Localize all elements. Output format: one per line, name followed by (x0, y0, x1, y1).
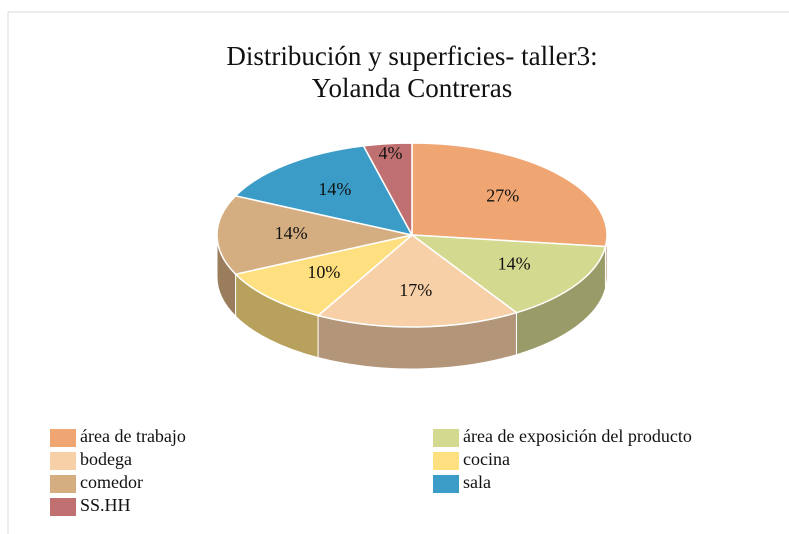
legend-label: área de exposición del producto (463, 426, 692, 446)
data-label: 14% (275, 223, 308, 243)
legend-swatch (50, 498, 76, 516)
legend-swatch (50, 475, 76, 493)
chart-title: Distribución y superficies- taller3: Yol… (226, 41, 598, 103)
legend-label: SS.HH (80, 495, 131, 515)
legend-label: área de trabajo (80, 426, 186, 446)
data-label: 17% (399, 280, 432, 300)
chart-border (7, 11, 789, 534)
slice (216, 195, 413, 275)
slice (362, 142, 413, 236)
data-label: 10% (307, 262, 340, 282)
legend-label: comedor (80, 472, 143, 492)
legend-label: bodega (80, 449, 132, 469)
legend-swatch (50, 429, 76, 447)
legend-swatch (50, 452, 76, 470)
legend-swatch (433, 452, 459, 470)
legend-swatch (433, 475, 459, 493)
data-label: 14% (318, 179, 351, 199)
slice (316, 234, 519, 328)
data-label: 27% (486, 185, 519, 205)
legend-label: sala (463, 472, 491, 492)
legend-swatch (433, 429, 459, 447)
data-label: 14% (498, 254, 531, 274)
legend-label: cocina (463, 449, 510, 469)
data-label: 4% (378, 143, 402, 163)
slice (411, 142, 608, 248)
slice (234, 234, 413, 317)
slice (409, 234, 607, 314)
slice (234, 145, 414, 237)
